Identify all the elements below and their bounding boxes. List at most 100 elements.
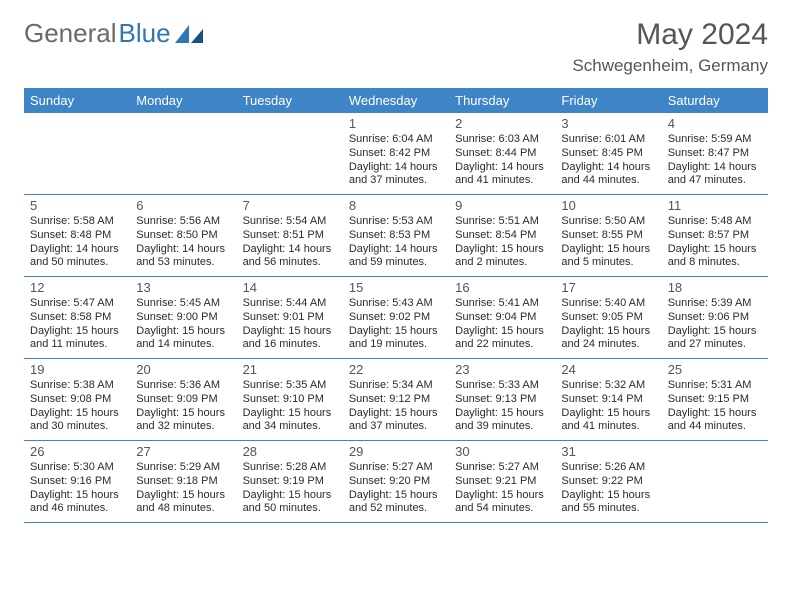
- daylight-line-2: and 59 minutes.: [349, 256, 443, 270]
- sunrise-line: Sunrise: 5:43 AM: [349, 297, 443, 311]
- day-cell: 1Sunrise: 6:04 AMSunset: 8:42 PMDaylight…: [343, 113, 449, 194]
- month-title: May 2024: [572, 18, 768, 52]
- sunset-line: Sunset: 8:51 PM: [243, 229, 337, 243]
- day-number: 23: [455, 362, 549, 377]
- day-number: 17: [561, 280, 655, 295]
- sunset-line: Sunset: 8:54 PM: [455, 229, 549, 243]
- day-cell: [130, 113, 236, 194]
- daylight-line-1: Daylight: 14 hours: [136, 243, 230, 257]
- sunset-line: Sunset: 9:08 PM: [30, 393, 124, 407]
- day-cell: 9Sunrise: 5:51 AMSunset: 8:54 PMDaylight…: [449, 195, 555, 276]
- daylight-line-1: Daylight: 14 hours: [561, 161, 655, 175]
- sunset-line: Sunset: 9:00 PM: [136, 311, 230, 325]
- daylight-line-1: Daylight: 15 hours: [136, 407, 230, 421]
- daylight-line-1: Daylight: 14 hours: [349, 243, 443, 257]
- sunset-line: Sunset: 9:05 PM: [561, 311, 655, 325]
- daylight-line-1: Daylight: 15 hours: [136, 489, 230, 503]
- sunset-line: Sunset: 9:09 PM: [136, 393, 230, 407]
- sunset-line: Sunset: 8:42 PM: [349, 147, 443, 161]
- calendar-page: GeneralBlue May 2024 Schwegenheim, Germa…: [0, 0, 792, 612]
- sunrise-line: Sunrise: 5:36 AM: [136, 379, 230, 393]
- daylight-line-2: and 16 minutes.: [243, 338, 337, 352]
- daylight-line-2: and 37 minutes.: [349, 174, 443, 188]
- sunrise-line: Sunrise: 6:01 AM: [561, 133, 655, 147]
- daylight-line-2: and 39 minutes.: [455, 420, 549, 434]
- dow-thursday: Thursday: [449, 88, 555, 113]
- sunset-line: Sunset: 9:01 PM: [243, 311, 337, 325]
- calendar: Sunday Monday Tuesday Wednesday Thursday…: [24, 88, 768, 523]
- sunset-line: Sunset: 8:57 PM: [668, 229, 762, 243]
- sunrise-line: Sunrise: 5:41 AM: [455, 297, 549, 311]
- dow-sunday: Sunday: [24, 88, 130, 113]
- day-cell: 3Sunrise: 6:01 AMSunset: 8:45 PMDaylight…: [555, 113, 661, 194]
- day-cell: 25Sunrise: 5:31 AMSunset: 9:15 PMDayligh…: [662, 359, 768, 440]
- daylight-line-2: and 2 minutes.: [455, 256, 549, 270]
- daylight-line-2: and 46 minutes.: [30, 502, 124, 516]
- week-row: 26Sunrise: 5:30 AMSunset: 9:16 PMDayligh…: [24, 441, 768, 523]
- day-cell: 24Sunrise: 5:32 AMSunset: 9:14 PMDayligh…: [555, 359, 661, 440]
- sunrise-line: Sunrise: 5:56 AM: [136, 215, 230, 229]
- day-number: 15: [349, 280, 443, 295]
- day-cell: 17Sunrise: 5:40 AMSunset: 9:05 PMDayligh…: [555, 277, 661, 358]
- sunrise-line: Sunrise: 5:58 AM: [30, 215, 124, 229]
- day-cell: 29Sunrise: 5:27 AMSunset: 9:20 PMDayligh…: [343, 441, 449, 522]
- sunset-line: Sunset: 9:21 PM: [455, 475, 549, 489]
- daylight-line-2: and 48 minutes.: [136, 502, 230, 516]
- sunrise-line: Sunrise: 5:33 AM: [455, 379, 549, 393]
- daylight-line-1: Daylight: 14 hours: [30, 243, 124, 257]
- daylight-line-2: and 24 minutes.: [561, 338, 655, 352]
- sunset-line: Sunset: 9:20 PM: [349, 475, 443, 489]
- sunset-line: Sunset: 8:55 PM: [561, 229, 655, 243]
- daylight-line-2: and 27 minutes.: [668, 338, 762, 352]
- daylight-line-2: and 11 minutes.: [30, 338, 124, 352]
- daylight-line-1: Daylight: 15 hours: [30, 489, 124, 503]
- daylight-line-1: Daylight: 15 hours: [455, 407, 549, 421]
- sunset-line: Sunset: 9:15 PM: [668, 393, 762, 407]
- day-cell: [24, 113, 130, 194]
- brand-logo: GeneralBlue: [24, 18, 203, 49]
- day-cell: 7Sunrise: 5:54 AMSunset: 8:51 PMDaylight…: [237, 195, 343, 276]
- sunrise-line: Sunrise: 5:50 AM: [561, 215, 655, 229]
- day-cell: 19Sunrise: 5:38 AMSunset: 9:08 PMDayligh…: [24, 359, 130, 440]
- sunrise-line: Sunrise: 5:27 AM: [349, 461, 443, 475]
- daylight-line-1: Daylight: 14 hours: [349, 161, 443, 175]
- daylight-line-1: Daylight: 15 hours: [668, 243, 762, 257]
- daylight-line-1: Daylight: 15 hours: [668, 325, 762, 339]
- daylight-line-2: and 47 minutes.: [668, 174, 762, 188]
- day-number: 24: [561, 362, 655, 377]
- day-cell: 23Sunrise: 5:33 AMSunset: 9:13 PMDayligh…: [449, 359, 555, 440]
- day-cell: 21Sunrise: 5:35 AMSunset: 9:10 PMDayligh…: [237, 359, 343, 440]
- day-number: 28: [243, 444, 337, 459]
- day-number: 12: [30, 280, 124, 295]
- daylight-line-1: Daylight: 15 hours: [136, 325, 230, 339]
- daylight-line-1: Daylight: 15 hours: [561, 243, 655, 257]
- sunrise-line: Sunrise: 5:29 AM: [136, 461, 230, 475]
- day-number: 5: [30, 198, 124, 213]
- brand-name-1: General: [24, 18, 117, 49]
- dow-friday: Friday: [555, 88, 661, 113]
- dow-monday: Monday: [130, 88, 236, 113]
- daylight-line-1: Daylight: 15 hours: [349, 325, 443, 339]
- sunrise-line: Sunrise: 5:31 AM: [668, 379, 762, 393]
- day-cell: 22Sunrise: 5:34 AMSunset: 9:12 PMDayligh…: [343, 359, 449, 440]
- daylight-line-2: and 50 minutes.: [30, 256, 124, 270]
- sunrise-line: Sunrise: 5:27 AM: [455, 461, 549, 475]
- day-number: 13: [136, 280, 230, 295]
- daylight-line-1: Daylight: 14 hours: [243, 243, 337, 257]
- sunrise-line: Sunrise: 5:45 AM: [136, 297, 230, 311]
- sunset-line: Sunset: 8:53 PM: [349, 229, 443, 243]
- sunrise-line: Sunrise: 5:54 AM: [243, 215, 337, 229]
- day-number: 19: [30, 362, 124, 377]
- sunrise-line: Sunrise: 5:28 AM: [243, 461, 337, 475]
- daylight-line-2: and 55 minutes.: [561, 502, 655, 516]
- daylight-line-2: and 54 minutes.: [455, 502, 549, 516]
- week-row: 5Sunrise: 5:58 AMSunset: 8:48 PMDaylight…: [24, 195, 768, 277]
- day-cell: 12Sunrise: 5:47 AMSunset: 8:58 PMDayligh…: [24, 277, 130, 358]
- day-cell: 15Sunrise: 5:43 AMSunset: 9:02 PMDayligh…: [343, 277, 449, 358]
- location: Schwegenheim, Germany: [572, 56, 768, 76]
- daylight-line-1: Daylight: 15 hours: [243, 325, 337, 339]
- sunrise-line: Sunrise: 5:26 AM: [561, 461, 655, 475]
- sunset-line: Sunset: 9:10 PM: [243, 393, 337, 407]
- daylight-line-2: and 41 minutes.: [455, 174, 549, 188]
- day-number: 20: [136, 362, 230, 377]
